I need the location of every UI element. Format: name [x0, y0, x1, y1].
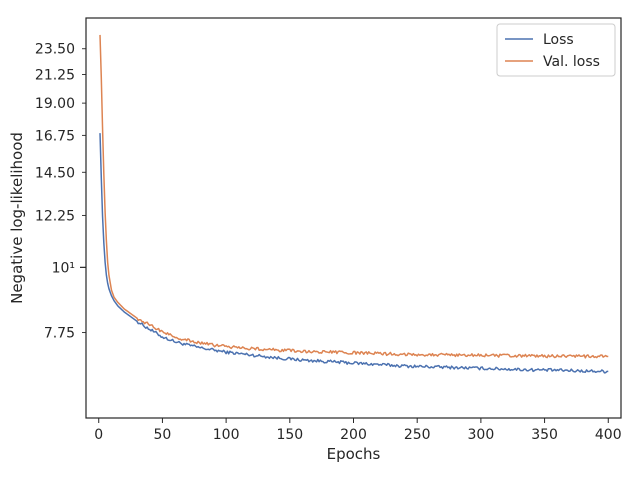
y-axis-ticks: 7.75 10¹ 12.25 14.50 16.75 19.00 21.25 23.50 [35, 42, 86, 342]
legend-entry-label: Val. loss [543, 54, 600, 70]
series-layer [99, 34, 609, 374]
x-tick-label: 300 [468, 427, 495, 443]
legend-box [496, 23, 616, 77]
y-tick-label: 10¹ [52, 260, 75, 276]
y-axis-label: Negative log-likelihood [8, 132, 26, 304]
x-tick-label: 350 [531, 427, 558, 443]
plot-area [85, 17, 622, 419]
y-tick-label: 23.50 [35, 42, 75, 58]
x-tick-label: 150 [276, 427, 303, 443]
x-tick-label: 100 [213, 427, 240, 443]
x-tick-label: 400 [595, 427, 622, 443]
y-tick-label: 7.75 [44, 326, 75, 342]
series-line-loss [99, 133, 609, 374]
x-axis-label: Epochs [327, 445, 381, 463]
y-tick-label: 12.25 [35, 208, 75, 224]
x-tick-label: 0 [94, 427, 103, 443]
y-tick-label: 19.00 [35, 96, 75, 112]
legend: Loss Val. loss [496, 23, 616, 77]
x-tick-label: 50 [154, 427, 172, 443]
legend-entry-label: Loss [543, 32, 574, 48]
series-line-val-loss [99, 34, 609, 359]
y-tick-label: 14.50 [35, 165, 75, 181]
y-tick-label: 16.75 [35, 128, 75, 144]
x-axis-ticks: 0 50 100 150 200 250 300 350 400 [94, 418, 622, 443]
y-tick-label: 21.25 [35, 67, 75, 83]
x-tick-label: 250 [404, 427, 431, 443]
x-tick-label: 200 [340, 427, 367, 443]
plot-frame [85, 17, 622, 419]
